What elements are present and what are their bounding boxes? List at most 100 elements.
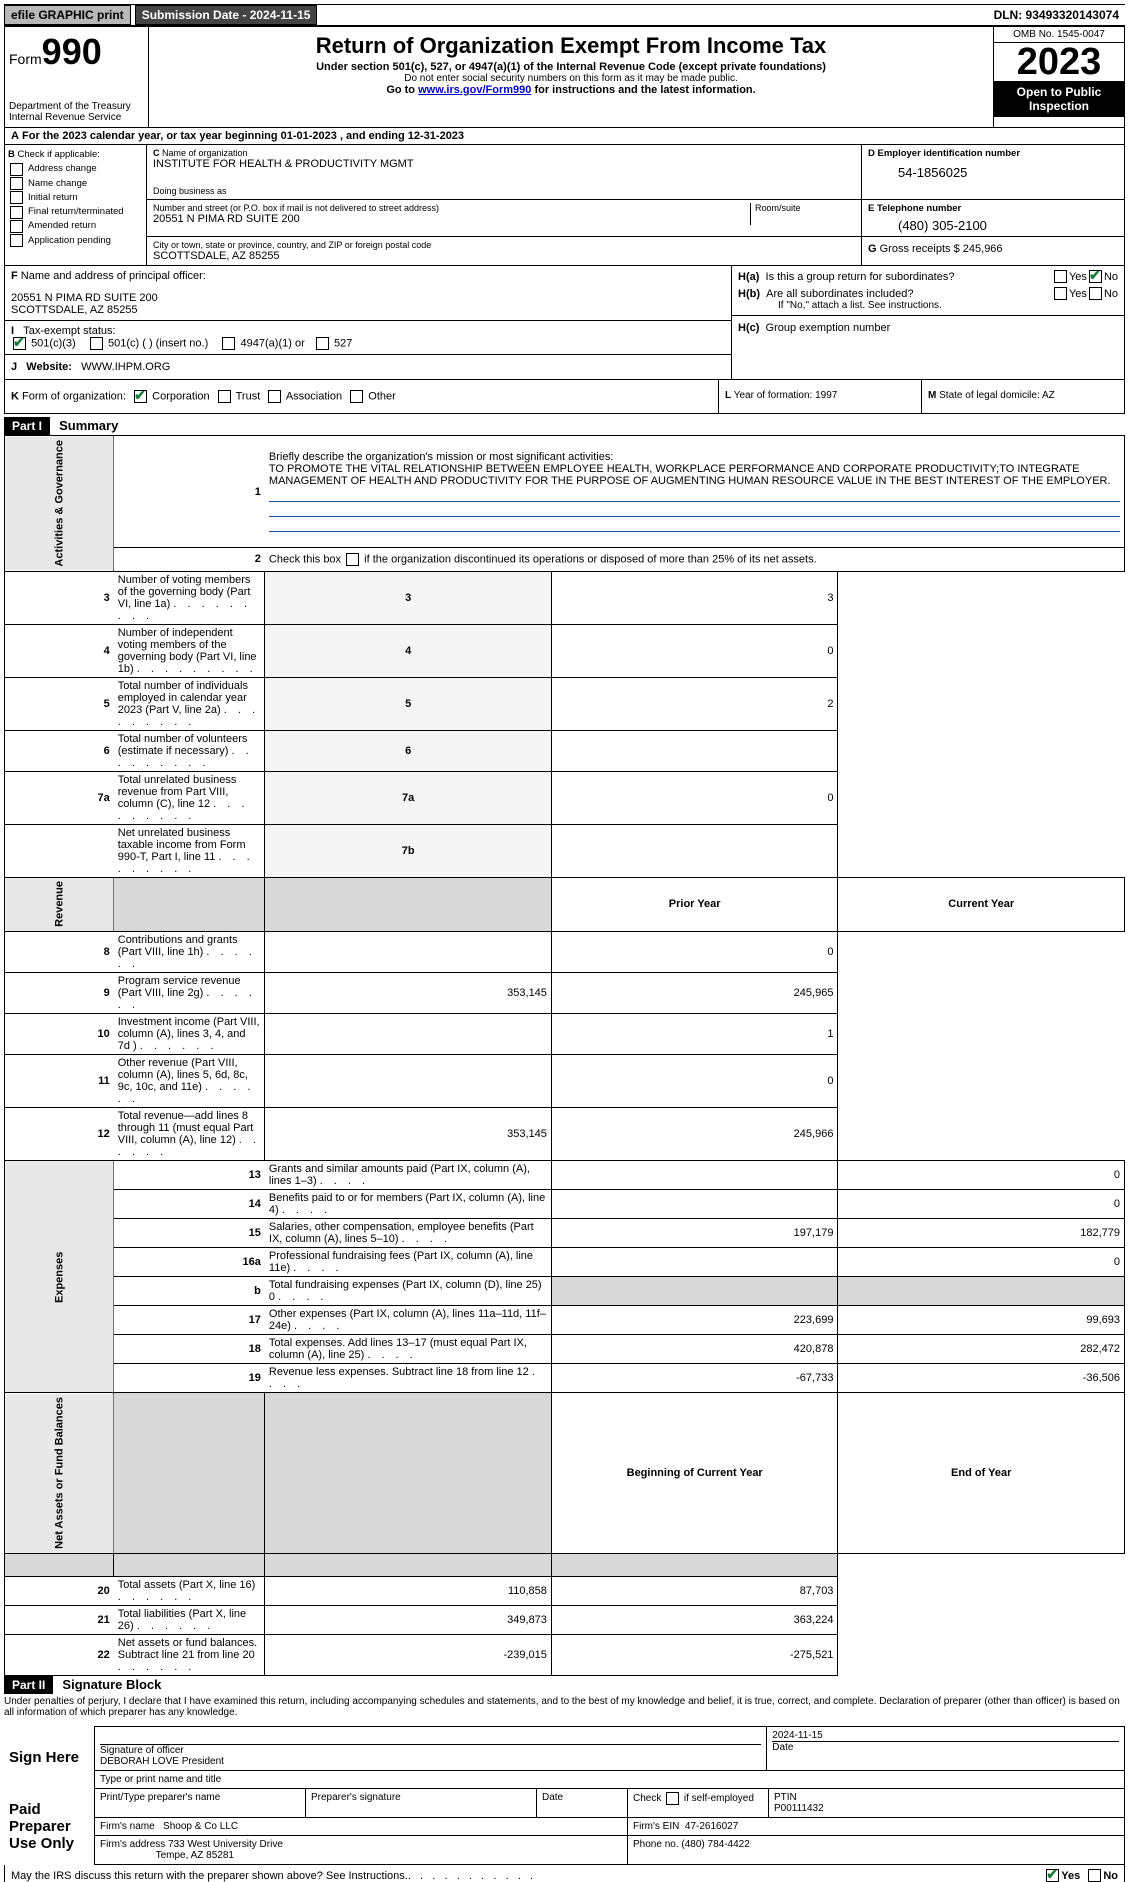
- b-checkbox[interactable]: [10, 220, 23, 233]
- year-formation: 1997: [815, 390, 837, 401]
- ha-yes[interactable]: [1054, 270, 1067, 283]
- ein-value: 54-1856025: [868, 159, 1118, 180]
- street-label: Number and street (or P.O. box if mail i…: [153, 203, 750, 213]
- exp-row: bTotal fundraising expenses (Part IX, co…: [5, 1277, 1125, 1306]
- prior-year-header: Prior Year: [551, 877, 838, 932]
- discuss-no[interactable]: [1088, 1869, 1101, 1882]
- summary-table: Activities & Governance 1 Briefly descri…: [4, 435, 1125, 1676]
- part1-title: Summary: [53, 416, 124, 435]
- 501c-check[interactable]: [90, 337, 103, 350]
- b-check-item: Amended return: [8, 219, 143, 233]
- rev-row: 10Investment income (Part VIII, column (…: [5, 1014, 1125, 1055]
- rev-row: 8Contributions and grants (Part VIII, li…: [5, 932, 1125, 973]
- line-a-tax-year: A For the 2023 calendar year, or tax yea…: [4, 127, 1125, 144]
- self-employed-check[interactable]: [666, 1792, 679, 1805]
- sidebar-netassets: Net Assets or Fund Balances: [5, 1393, 114, 1554]
- submission-date: Submission Date - 2024-11-15: [135, 5, 318, 25]
- exp-row: Expenses13Grants and similar amounts pai…: [5, 1161, 1125, 1190]
- officer-addr2: SCOTTSDALE, AZ 85255: [11, 304, 725, 316]
- subtitle-3: Go to www.irs.gov/Form990 for instructio…: [157, 84, 985, 96]
- boc-header: Beginning of Current Year: [551, 1393, 838, 1554]
- rev-row: 9Program service revenue (Part VIII, lin…: [5, 973, 1125, 1014]
- officer-addr1: 20551 N PIMA RD SUITE 200: [11, 292, 725, 304]
- identity-section: B Check if applicable: Address change Na…: [4, 144, 1125, 265]
- eoy-header: End of Year: [838, 1393, 1125, 1554]
- b-checkbox[interactable]: [10, 163, 23, 176]
- phone-value: (480) 305-2100: [868, 214, 1118, 233]
- b-check-item: Initial return: [8, 191, 143, 205]
- discuss-yes[interactable]: [1046, 1869, 1059, 1882]
- hb-no[interactable]: [1089, 287, 1102, 300]
- gov-row: 7aTotal unrelated business revenue from …: [5, 771, 1125, 824]
- part1-label: Part I: [4, 417, 50, 435]
- subtitle-2: Do not enter social security numbers on …: [157, 73, 985, 84]
- firm-name: Shoop & Co LLC: [163, 1821, 238, 1832]
- sidebar-expenses: Expenses: [5, 1161, 114, 1393]
- officer-name: DEBORAH LOVE President: [100, 1756, 761, 1767]
- ein-label: D Employer identification number: [868, 148, 1118, 159]
- part2-label: Part II: [4, 1676, 53, 1694]
- gov-row: 6Total number of volunteers (estimate if…: [5, 730, 1125, 771]
- firm-addr1: 733 West University Drive: [168, 1839, 283, 1850]
- 4947-check[interactable]: [222, 337, 235, 350]
- org-name: INSTITUTE FOR HEALTH & PRODUCTIVITY MGMT: [153, 158, 861, 170]
- form-number: Form990: [9, 31, 144, 73]
- ptin-value: P00111432: [774, 1803, 824, 1814]
- gov-row: Net unrelated business taxable income fr…: [5, 824, 1125, 877]
- perjury-text: Under penalties of perjury, I declare th…: [4, 1694, 1125, 1726]
- ha-no[interactable]: [1089, 270, 1102, 283]
- gov-row: 4Number of independent voting members of…: [5, 624, 1125, 677]
- 527-check[interactable]: [316, 337, 329, 350]
- k-corp[interactable]: [134, 390, 147, 403]
- gross-receipts: 245,966: [963, 243, 1003, 255]
- b-checkbox[interactable]: [10, 191, 23, 204]
- street-value: 20551 N PIMA RD SUITE 200: [153, 213, 750, 225]
- subtitle-1: Under section 501(c), 527, or 4947(a)(1)…: [157, 61, 985, 73]
- open-inspection: Open to Public Inspection: [994, 81, 1124, 117]
- sidebar-revenue: Revenue: [5, 877, 114, 932]
- form-header: Form990 Department of the Treasury Inter…: [4, 26, 1125, 127]
- exp-row: 18Total expenses. Add lines 13–17 (must …: [5, 1335, 1125, 1364]
- tax-year: 2023: [994, 43, 1124, 81]
- section-fhi: F Name and address of principal officer:…: [4, 265, 1125, 379]
- box-b-checks: B Check if applicable: Address change Na…: [5, 145, 147, 265]
- state-domicile: AZ: [1042, 390, 1055, 401]
- firm-phone: (480) 784-4422: [681, 1839, 749, 1850]
- net-row: 22Net assets or fund balances. Subtract …: [5, 1635, 1125, 1676]
- signature-table: Sign Here Signature of officer DEBORAH L…: [4, 1726, 1125, 1789]
- city-value: SCOTTSDALE, AZ 85255: [153, 250, 855, 262]
- k-other[interactable]: [350, 390, 363, 403]
- 501c3-check[interactable]: [13, 337, 26, 350]
- irs-label: Internal Revenue Service: [9, 112, 144, 123]
- exp-row: 19Revenue less expenses. Subtract line 1…: [5, 1364, 1125, 1393]
- k-assoc[interactable]: [268, 390, 281, 403]
- b-checkbox[interactable]: [10, 177, 23, 190]
- form-title: Return of Organization Exempt From Incom…: [157, 33, 985, 59]
- exp-row: 16aProfessional fundraising fees (Part I…: [5, 1248, 1125, 1277]
- gov-row: 3Number of voting members of the governi…: [5, 571, 1125, 624]
- exp-row: 15Salaries, other compensation, employee…: [5, 1219, 1125, 1248]
- hb-yes[interactable]: [1054, 287, 1067, 300]
- efile-print-button[interactable]: efile GRAPHIC print: [4, 5, 131, 25]
- current-year-header: Current Year: [838, 877, 1125, 932]
- b-checkbox[interactable]: [10, 234, 23, 247]
- top-bar: efile GRAPHIC print Submission Date - 20…: [4, 4, 1125, 26]
- irs-link[interactable]: www.irs.gov/Form990: [418, 84, 531, 96]
- net-row: 21Total liabilities (Part X, line 26) . …: [5, 1606, 1125, 1635]
- hb-note: If "No," attach a list. See instructions…: [738, 300, 1118, 311]
- phone-label: E Telephone number: [868, 203, 1118, 214]
- website-value: WWW.IHPM.ORG: [81, 361, 170, 373]
- k-trust[interactable]: [218, 390, 231, 403]
- mission-text: TO PROMOTE THE VITAL RELATIONSHIP BETWEE…: [269, 463, 1111, 487]
- l2-check[interactable]: [346, 553, 359, 566]
- dept-treasury: Department of the Treasury: [9, 101, 144, 112]
- exp-row: 17Other expenses (Part IX, column (A), l…: [5, 1306, 1125, 1335]
- rev-row: 11Other revenue (Part VIII, column (A), …: [5, 1055, 1125, 1108]
- city-label: City or town, state or province, country…: [153, 240, 855, 250]
- b-checkbox[interactable]: [10, 206, 23, 219]
- paid-preparer-label: Paid Preparer Use Only: [4, 1789, 95, 1865]
- dba-label: Doing business as: [153, 186, 861, 196]
- room-label: Room/suite: [755, 203, 855, 213]
- dln: DLN: 93493320143074: [988, 6, 1125, 24]
- preparer-table: Paid Preparer Use Only Print/Type prepar…: [4, 1788, 1125, 1865]
